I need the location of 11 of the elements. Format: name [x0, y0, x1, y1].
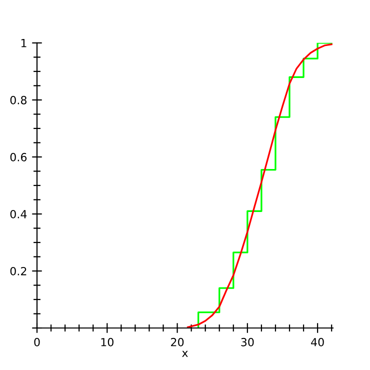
- y-tick-label: 0.6: [10, 152, 27, 162]
- x-tick-label: 20: [171, 338, 184, 346]
- x-tick-label: 10: [101, 338, 114, 346]
- x-tick-label: 0: [34, 338, 40, 346]
- x-tick-label: 30: [241, 338, 254, 346]
- y-tick-label: 1: [21, 39, 26, 48]
- y-tick-label: 0.4: [10, 210, 27, 218]
- y-tick-label: 0.2: [10, 266, 26, 276]
- x-axis-title: x: [182, 350, 188, 357]
- x-tick-label: 40: [311, 338, 324, 346]
- y-tick-label: 0.8: [10, 96, 27, 104]
